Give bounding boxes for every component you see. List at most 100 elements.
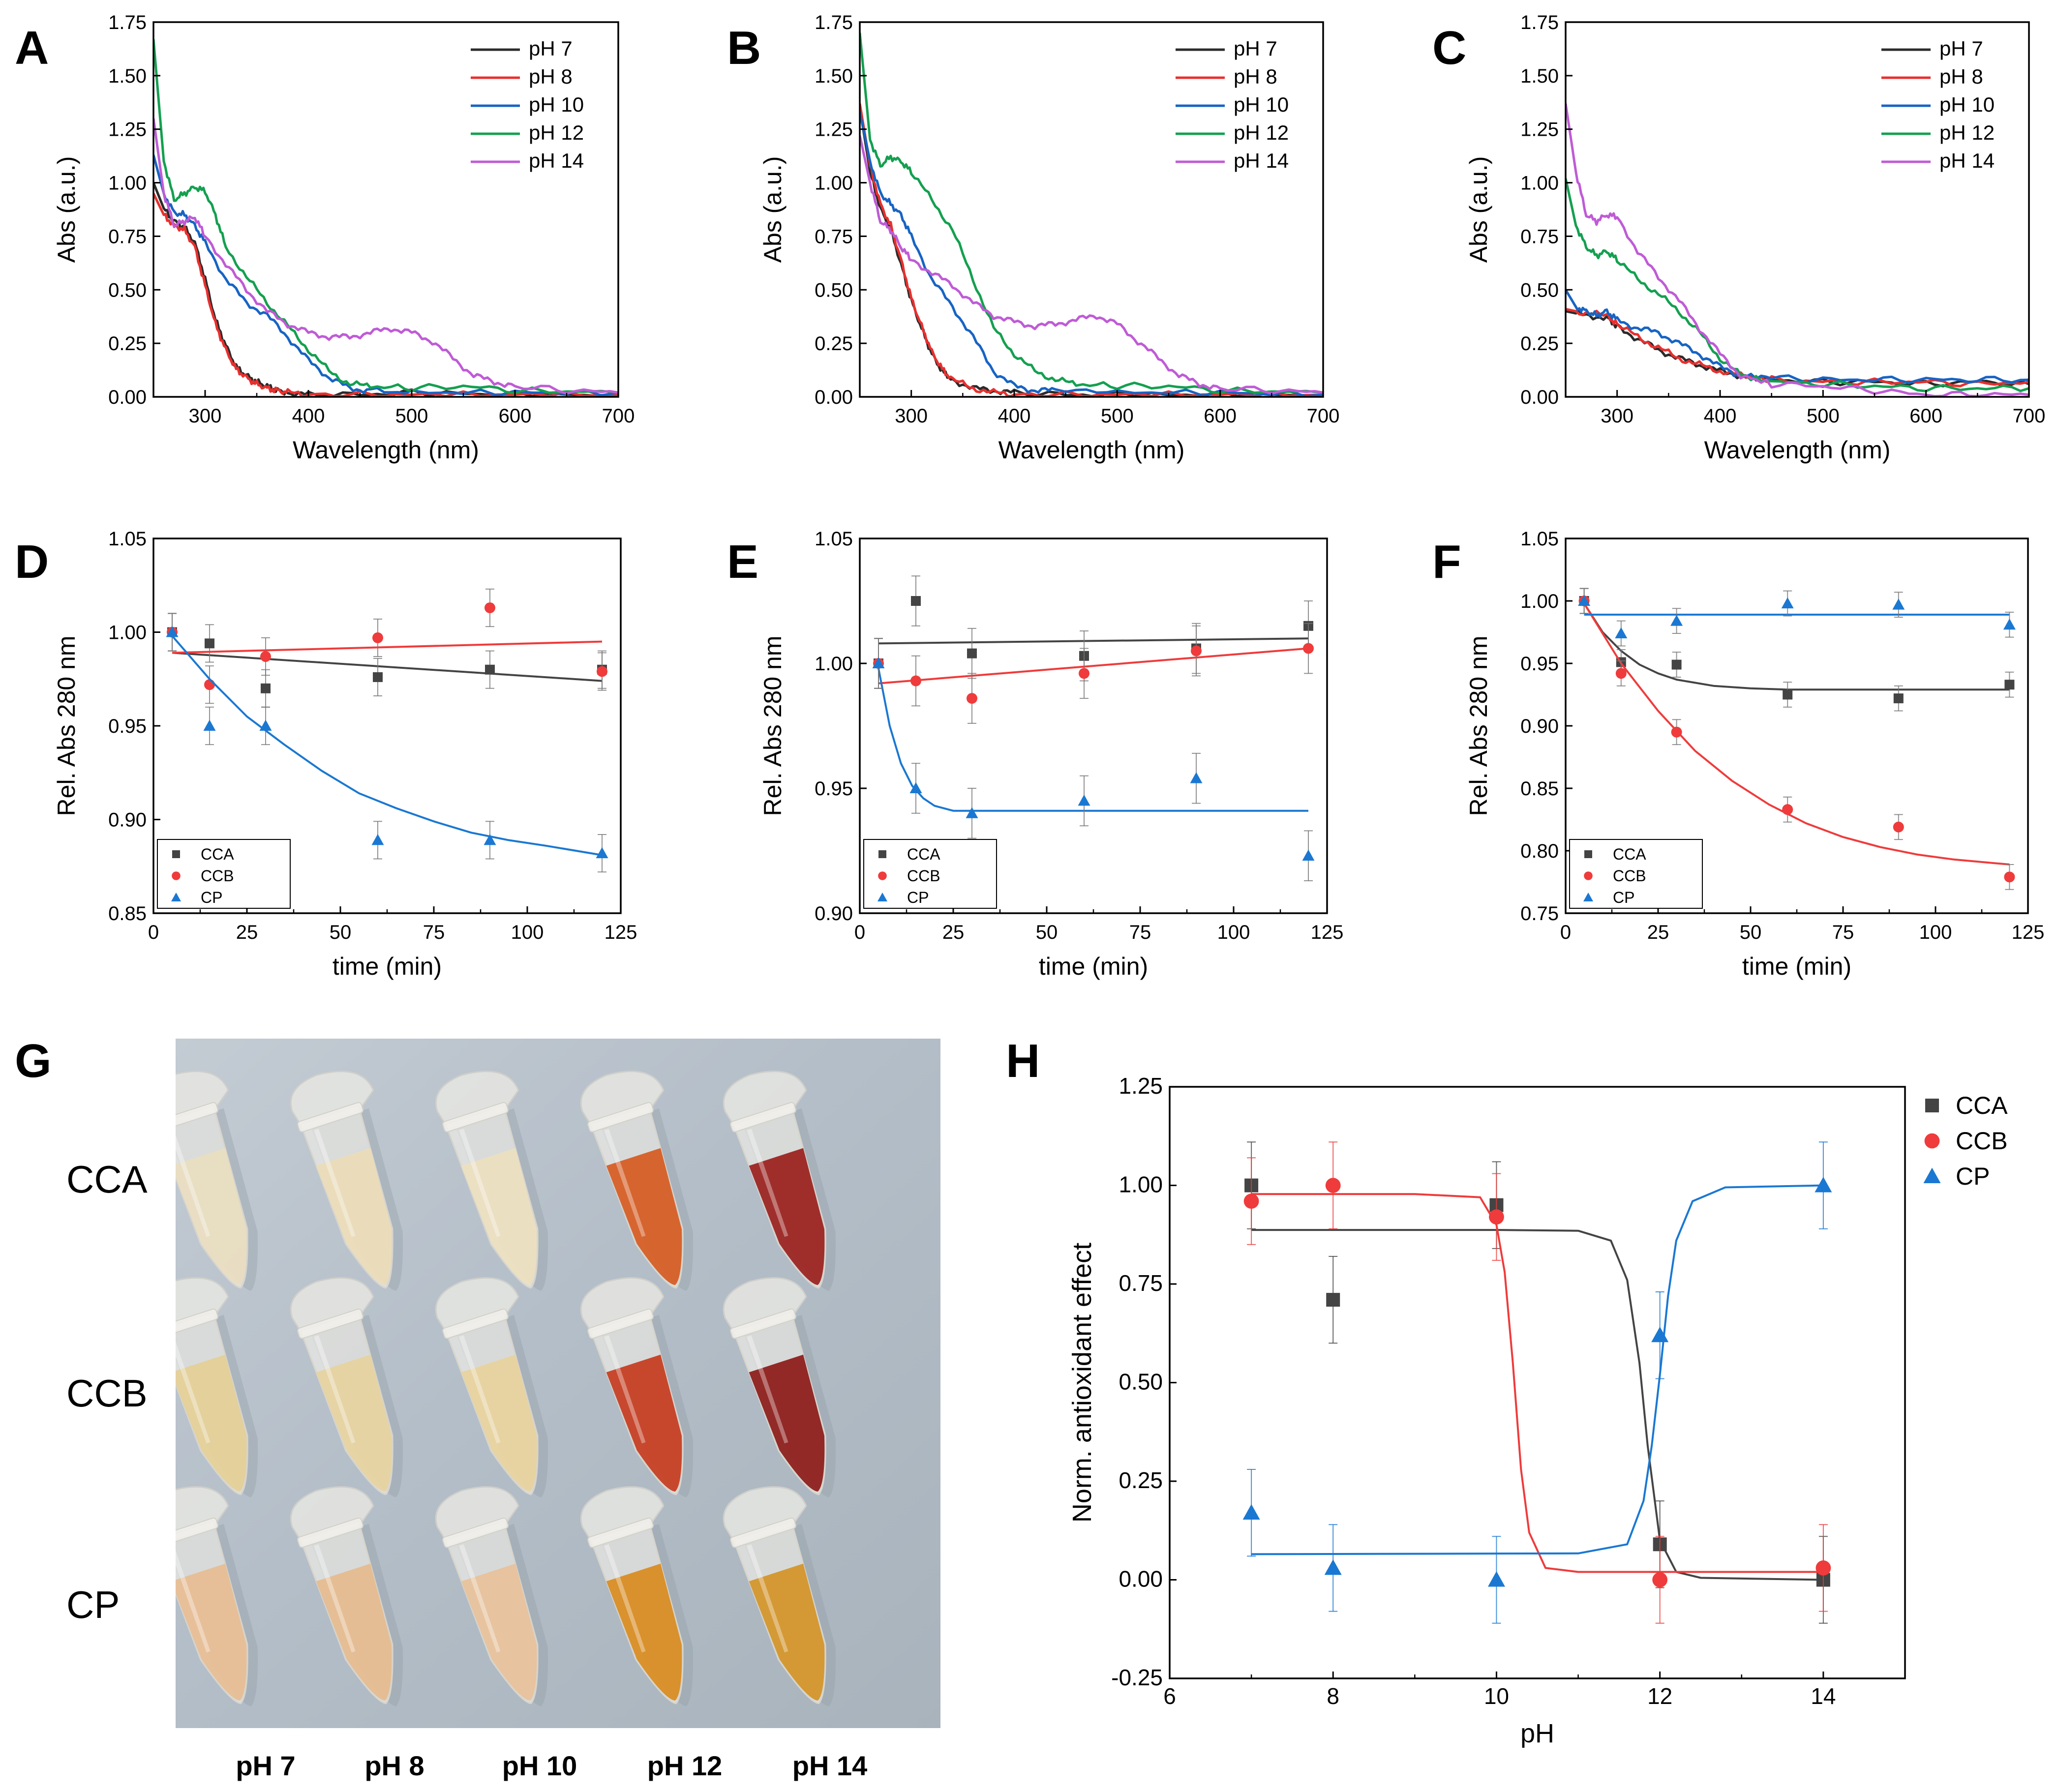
y-tick-label: 0.50 <box>1520 279 1559 301</box>
x-axis-label: pH <box>1520 1719 1554 1748</box>
y-axis: 0.00 0.25 0.50 0.75 1.00 1.25 1.50 1.75 <box>815 12 867 408</box>
data-point <box>911 596 921 606</box>
data-point <box>1671 659 1682 670</box>
x-tick-label: 50 <box>1036 922 1058 943</box>
data-point <box>872 657 885 668</box>
x-axis: 6 8 10 12 14 <box>1163 1672 1836 1709</box>
legend-label: pH 12 <box>1939 121 1995 144</box>
y-tick-label: 1.50 <box>108 65 147 87</box>
series-ph-10 <box>860 112 1323 397</box>
y-tick-label: 1.75 <box>815 12 853 33</box>
y-tick-label: 0.25 <box>815 333 853 355</box>
x-tick-label: 125 <box>1311 922 1344 943</box>
series-ccb <box>167 588 607 704</box>
y-tick-label: 1.05 <box>1520 528 1559 550</box>
y-tick-label: 0.50 <box>108 279 147 301</box>
legend-label: pH 10 <box>1939 93 1995 116</box>
y-tick-label: 0.75 <box>1520 226 1559 247</box>
y-axis: 0.85 0.90 0.95 1.00 1.05 <box>108 528 160 925</box>
y-tick-label: 0.85 <box>108 903 147 925</box>
y-tick-label: 0.90 <box>108 809 147 831</box>
data-point <box>1651 1326 1669 1343</box>
tube-liquid <box>171 1563 247 1701</box>
legend-label: pH 14 <box>529 149 584 172</box>
data-point <box>203 719 216 731</box>
photo-col-label: pH 14 <box>792 1750 868 1781</box>
data-point <box>371 834 384 845</box>
y-tick-label: 0.75 <box>815 226 853 247</box>
y-tick-label: 1.00 <box>815 653 853 675</box>
data-point <box>1079 668 1089 679</box>
x-tick-label: 500 <box>395 405 428 427</box>
x-tick-label: 25 <box>236 922 258 943</box>
y-tick-label: 1.00 <box>1520 591 1559 612</box>
y-tick-label: 0.85 <box>1520 778 1559 800</box>
legend-label: pH 10 <box>1234 93 1289 116</box>
legend-label: pH 8 <box>1939 65 1983 88</box>
data-point <box>2004 680 2015 690</box>
plot-frame <box>1565 21 2030 398</box>
data-point <box>1078 794 1090 806</box>
legend-label: CP <box>907 889 929 906</box>
legend-label: CCB <box>201 867 234 885</box>
spectrum-line <box>153 182 618 397</box>
x-tick-label: 300 <box>1601 405 1634 427</box>
spectrum-line <box>153 154 618 397</box>
data-point <box>1893 693 1904 704</box>
legend-marker <box>877 893 887 901</box>
fit-line <box>878 647 1309 685</box>
tube-liquid <box>316 1148 392 1285</box>
data-point <box>205 638 214 649</box>
y-tick-label: 1.05 <box>108 528 147 550</box>
series-cp <box>1578 588 2016 647</box>
y-tick-label: 1.75 <box>1520 12 1559 33</box>
spectrum-line <box>860 103 1323 397</box>
legend-label: CP <box>1613 889 1634 906</box>
data-point <box>485 664 495 675</box>
legend-label: pH 7 <box>529 37 573 60</box>
x-tick-label: 12 <box>1647 1683 1672 1709</box>
panel-label-g: G <box>15 1035 52 1087</box>
legend-label: pH 12 <box>529 121 584 144</box>
y-tick-label: 0.95 <box>815 778 853 800</box>
tube <box>435 1486 548 1706</box>
panel-label-e: E <box>727 536 758 588</box>
x-tick-label: 400 <box>1704 405 1737 427</box>
tube-liquid <box>749 1563 825 1701</box>
legend-label: pH 7 <box>1234 37 1277 60</box>
y-tick-label: 0.25 <box>1520 333 1559 355</box>
data-point <box>1489 1209 1504 1225</box>
tube <box>290 1071 403 1291</box>
y-tick-label: 1.25 <box>815 119 853 141</box>
legend-label: pH 14 <box>1939 149 1995 172</box>
y-axis: 0.75 0.80 0.85 0.90 0.95 1.00 1.05 <box>1520 528 1573 925</box>
plot-frame <box>152 21 619 398</box>
fit-line <box>172 640 603 654</box>
legend-marker <box>172 871 181 880</box>
x-axis-label: Wavelength (nm) <box>293 436 479 464</box>
spectrum-line <box>153 118 618 395</box>
legend-marker <box>171 893 181 901</box>
x-tick-label: 500 <box>1807 405 1840 427</box>
x-axis: 300 400 500 600 700 <box>895 390 1339 427</box>
series-ph-12 <box>860 32 1323 395</box>
legend-label: pH 12 <box>1234 121 1289 144</box>
data-point <box>1324 1559 1342 1575</box>
chart-b: 300 400 500 600 700 0.00 0.25 0.50 0.75 1.00 1.25 1… <box>759 12 1339 464</box>
y-axis-label: Norm. antioxidant effect <box>1067 1243 1097 1523</box>
x-tick-label: 50 <box>1740 922 1762 943</box>
x-axis-label: Wavelength (nm) <box>1704 436 1891 464</box>
legend-marker <box>1584 850 1592 858</box>
y-tick-label: 0.00 <box>815 387 853 408</box>
data-point <box>1487 1571 1505 1587</box>
tube-liquid <box>461 1148 537 1285</box>
tube-liquid <box>316 1563 392 1701</box>
spectrum-line <box>860 135 1323 395</box>
data-point <box>1782 804 1793 815</box>
tube-liquid <box>461 1563 537 1701</box>
data-point <box>1781 597 1794 609</box>
x-tick-label: 10 <box>1484 1683 1509 1709</box>
data-point <box>2004 871 2015 883</box>
x-tick-label: 25 <box>942 922 965 943</box>
